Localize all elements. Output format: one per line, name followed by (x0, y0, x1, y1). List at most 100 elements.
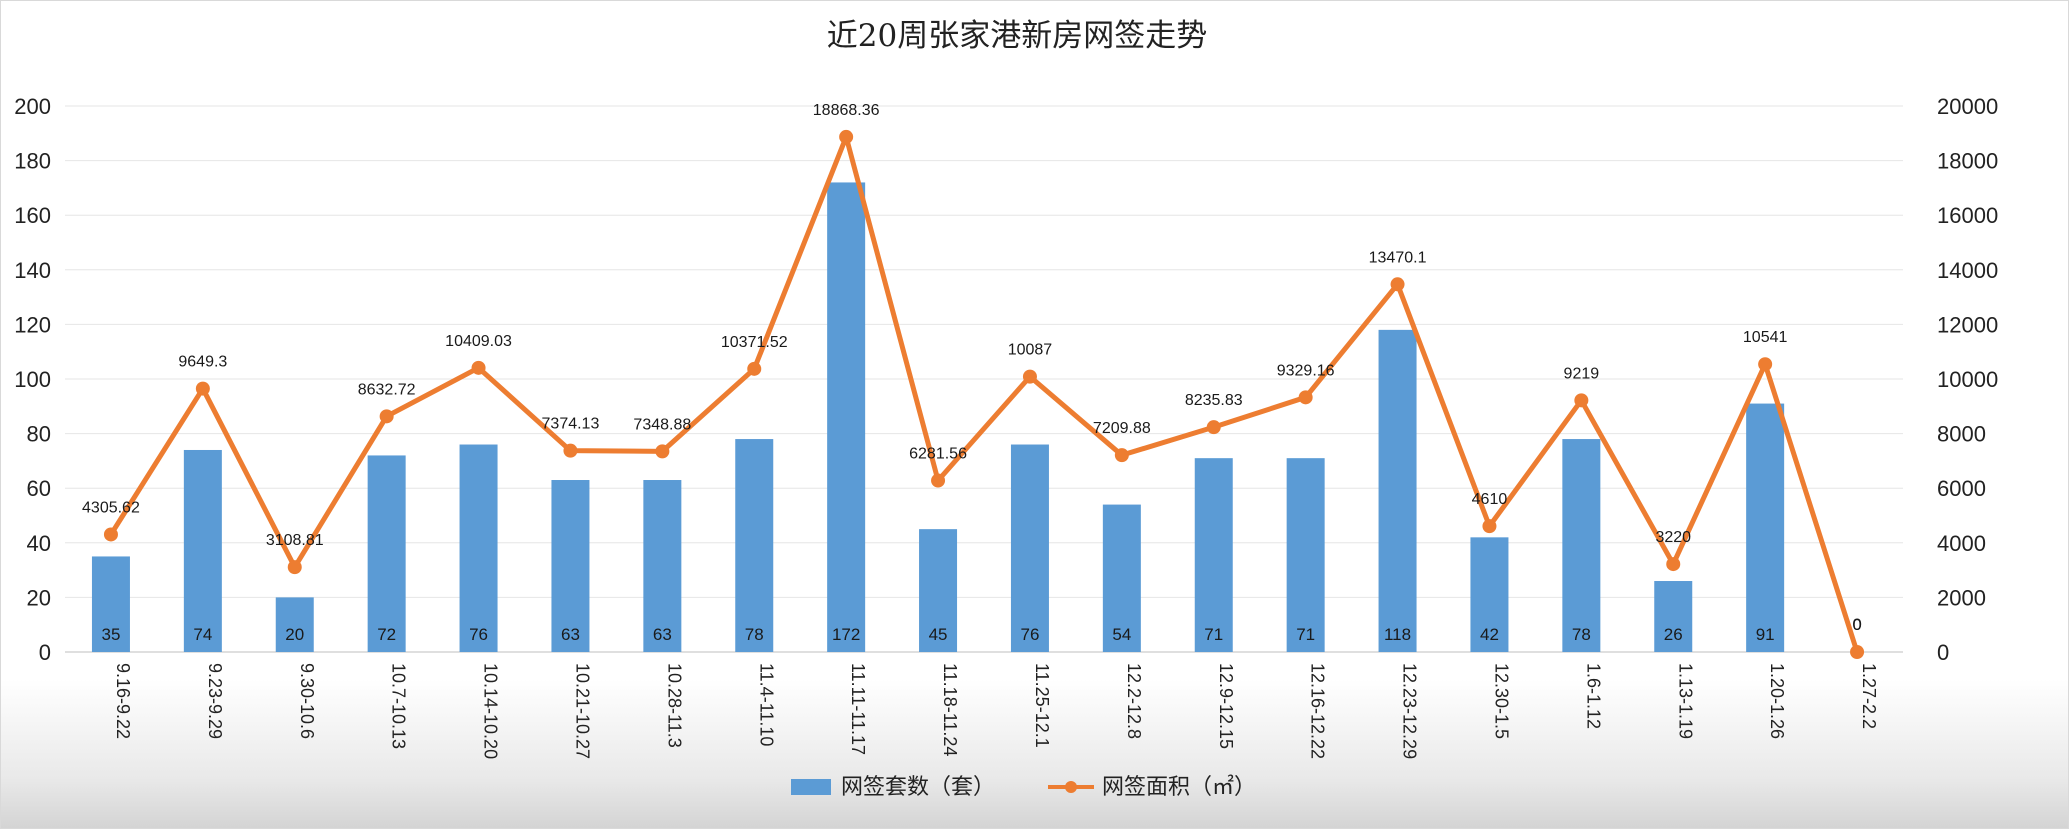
bar-value-label: 71 (1204, 625, 1223, 644)
x-tick-label: 12.2-12.8 (1124, 663, 1144, 739)
line-series: 4305.62 9649.3 3108.81 8632.72 10409.03 7374.… (82, 102, 1865, 659)
bar (735, 439, 774, 652)
x-tick-label: 9.23-9.29 (205, 663, 225, 739)
bar (459, 444, 498, 652)
bar-value-label: 74 (193, 625, 212, 644)
bar-value-label: 20 (285, 625, 304, 644)
right-y-axis: 0 2000 4000 6000 8000 10000 12000 14000 16000 180… (1937, 94, 1998, 665)
line-value-label: 10541 (1743, 329, 1788, 346)
bar-value-label: 172 (832, 625, 860, 644)
line-point (471, 360, 486, 375)
bar-value-label: 71 (1296, 625, 1315, 644)
line-point (1482, 519, 1497, 534)
bar-value-label: 91 (1756, 625, 1775, 644)
left-y-tick-label: 40 (27, 531, 51, 556)
right-y-tick-label: 2000 (1937, 585, 1986, 610)
right-y-tick-label: 12000 (1937, 312, 1998, 337)
bar (827, 182, 866, 652)
legend-line-marker (1065, 781, 1077, 793)
bar-value-label: 0 (1852, 615, 1861, 634)
bar (1470, 537, 1509, 652)
bar-value-label: 54 (1112, 625, 1131, 644)
line-value-label: 8632.72 (358, 381, 416, 398)
right-y-tick-label: 0 (1937, 640, 1949, 665)
x-tick-label: 10.21-10.27 (572, 663, 592, 759)
line-value-label: 7374.13 (542, 416, 600, 433)
line-value-label: 10371.52 (721, 334, 788, 351)
line-point (1758, 357, 1773, 372)
line-path (108, 134, 1860, 653)
bar (1378, 329, 1417, 652)
left-y-tick-label: 100 (14, 367, 51, 392)
bar-value-label: 26 (1664, 625, 1683, 644)
x-tick-label: 12.23-12.29 (1400, 663, 1420, 759)
x-axis: 9.16-9.22 9.23-9.29 9.30-10.6 10.7-10.13 10.… (113, 663, 1879, 759)
line-point (103, 527, 118, 542)
bar (1746, 403, 1785, 652)
left-y-tick-label: 120 (14, 312, 51, 337)
right-y-tick-label: 16000 (1937, 203, 1998, 228)
left-y-axis: 0 20 40 60 80 100 120 140 160 180 200 (14, 94, 51, 665)
x-tick-label: 9.30-10.6 (297, 663, 317, 739)
bar (551, 480, 590, 652)
right-y-tick-label: 6000 (1937, 476, 1986, 501)
bar-value-label: 76 (469, 625, 488, 644)
bar (919, 529, 958, 652)
line-value-label: 4610 (1472, 491, 1508, 508)
line-point (931, 473, 946, 488)
line-value-label: 0 (1853, 617, 1862, 634)
bar-value-label: 78 (1572, 625, 1591, 644)
left-y-tick-label: 0 (39, 640, 51, 665)
right-y-tick-label: 10000 (1937, 367, 1998, 392)
line-point (1850, 645, 1865, 659)
left-y-tick-label: 140 (14, 258, 51, 283)
bar (183, 449, 222, 652)
bar-value-label: 45 (929, 625, 948, 644)
legend: 网签套数（套） 网签面积（㎡） (791, 774, 1256, 800)
x-tick-label: 12.9-12.15 (1216, 663, 1236, 749)
line-point (563, 443, 578, 458)
x-tick-label: 11.11-11.17 (848, 663, 868, 755)
line-point (379, 409, 394, 424)
bar (643, 480, 682, 652)
line-point (1114, 448, 1129, 463)
x-tick-label: 11.18-11.24 (940, 663, 960, 756)
line-point (195, 381, 210, 396)
x-tick-label: 12.16-12.22 (1308, 663, 1328, 759)
right-y-tick-label: 4000 (1937, 531, 1986, 556)
gridlines (65, 105, 1903, 653)
right-y-tick-label: 20000 (1937, 94, 1998, 119)
left-y-tick-label: 20 (27, 585, 51, 610)
line-value-label: 3108.81 (266, 532, 324, 549)
line-value-label: 4305.62 (82, 499, 140, 516)
line-value-label: 10409.03 (445, 333, 512, 350)
right-y-tick-label: 18000 (1937, 149, 1998, 174)
x-tick-label: 10.7-10.13 (389, 663, 409, 749)
line-point (1666, 557, 1681, 572)
bar-value-label: 76 (1020, 625, 1039, 644)
line-point (1022, 369, 1037, 384)
line-point (839, 129, 854, 144)
line-value-label: 9329.16 (1277, 362, 1335, 379)
x-tick-label: 9.16-9.22 (113, 663, 133, 739)
right-y-tick-label: 14000 (1937, 258, 1998, 283)
bar-value-label: 35 (101, 625, 120, 644)
left-y-tick-label: 80 (27, 422, 51, 447)
x-tick-label: 11.4-11.10 (756, 663, 776, 746)
x-tick-label: 1.6-1.12 (1583, 663, 1603, 729)
bar (1562, 439, 1601, 652)
legend-line-label: 网签面积（㎡） (1102, 774, 1256, 800)
line-value-label: 3220 (1655, 529, 1691, 546)
line-value-label: 18868.36 (813, 102, 880, 119)
line-point (655, 444, 670, 459)
left-y-tick-label: 60 (27, 476, 51, 501)
bar (1654, 581, 1693, 652)
legend-bar-swatch (791, 779, 831, 795)
bar-value-label: 63 (561, 625, 580, 644)
line-point (1390, 277, 1405, 292)
bar-series: 35 74 20 72 76 63 63 78 172 45 76 54 71 71 118 42 78 26 91… (91, 182, 1862, 652)
bar-value-label: 118 (1384, 625, 1411, 644)
line-point (287, 560, 302, 575)
